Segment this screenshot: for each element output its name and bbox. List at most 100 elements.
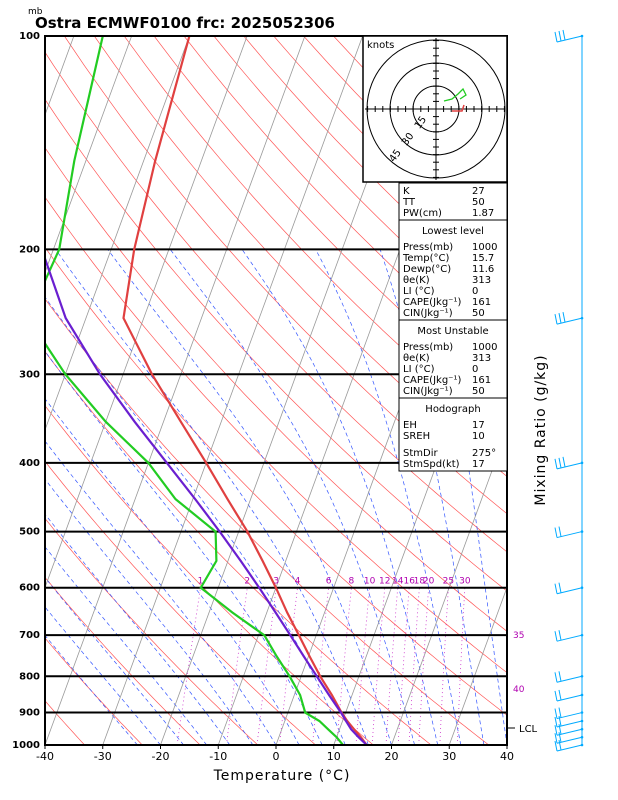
lcl-label: LCL [519,724,538,735]
x-tick-label: 30 [442,750,456,763]
pressure-tick-label: 500 [19,527,40,538]
panel-section-title: Hodograph [425,404,480,415]
index-label: LI (°C) [403,364,435,375]
isotherm [45,36,306,745]
dry-adiabat [45,98,507,592]
isotherm [391,428,507,745]
index-label: CAPE(Jkg⁻¹) [403,297,461,308]
dry-adiabat [45,351,432,745]
moist-adiabat [45,398,300,745]
x-axis-label: Temperature (°C) [213,768,351,784]
dry-adiabat [123,36,507,441]
moist-adiabat [169,249,415,745]
x-tick-label: -30 [94,750,112,763]
index-label: Press(mb) [403,242,453,253]
index-value: 313 [472,353,491,364]
storm-motion-vector [452,104,465,112]
isotherm [45,36,248,589]
index-value: 1000 [472,342,497,353]
moist-adiabat [45,440,277,745]
pressure-tick-label: 600 [19,583,40,594]
mixing-ratio-label: 12 [379,577,390,587]
x-tick-label: 20 [385,750,399,763]
panel-section-title: Most Unstable [417,326,488,337]
mixing-ratio-label: 16 [403,577,415,587]
dry-adiabat [45,51,507,553]
skewt-background-lines [45,36,507,745]
pressure-tick-label: 200 [19,244,40,255]
isotherm [102,36,364,745]
mixing-ratio-line [256,587,277,745]
temperature-line [122,36,368,745]
mixing-ratio-label: 4 [295,577,301,587]
isotherm [45,36,133,274]
wind-barb [554,582,584,595]
dry-adiabat [45,517,259,745]
mixing-ratio-label: 30 [459,577,471,587]
index-label: CIN(Jkg⁻¹) [403,308,453,319]
isotherm [45,36,190,432]
index-value: 313 [472,275,491,286]
moist-adiabat [45,350,323,745]
mixing-ratio-label: 20 [423,577,435,587]
wind-barb [554,456,584,470]
moist-adiabat [45,606,161,745]
profile-lines [45,36,368,745]
mixing-ratio-label: 18 [414,577,426,587]
pressure-tick-label: 800 [19,671,40,682]
pressure-tick-label: 1000 [12,740,40,751]
index-value: 161 [472,297,491,308]
index-value: 1000 [472,242,497,253]
pressure-tick-label: 900 [19,708,40,719]
x-tick-label: -10 [209,750,227,763]
dry-adiabat [45,460,316,745]
theta-e-label: 35 [513,631,524,641]
index-label: SREH [403,431,430,442]
index-value: 1.87 [472,208,494,219]
wind-barb [554,724,584,736]
index-value: 50 [472,197,485,208]
dry-adiabat [45,700,85,745]
panel-section-title: Lowest level [422,226,484,237]
dry-adiabat [45,196,507,674]
mixing-ratio-label: 25 [443,577,454,587]
index-value: 10 [472,431,485,442]
pressure-tick-label: 400 [19,458,40,469]
wind-barb [554,526,584,539]
pressure-tick-label: 100 [19,31,40,42]
moist-adiabat [45,296,346,745]
index-label: θe(K) [403,353,430,364]
wind-barb [554,707,584,720]
index-value: 50 [472,386,485,397]
index-label: LI (°C) [403,286,435,297]
mixing-ratio-label: 8 [349,577,355,587]
x-tick-label: 40 [500,750,514,763]
y-axis-label: Mixing Ratio (g/kg) [533,354,549,505]
index-label: Temp(°C) [402,253,450,264]
index-label: K [403,186,410,197]
mixing-ratio-label: 6 [326,577,332,587]
wind-barb [554,739,584,752]
index-value: 15.7 [472,253,494,264]
index-value: 0 [472,286,478,297]
x-tick-label: -20 [152,750,170,763]
wind-barb [554,689,584,702]
dry-adiabat [45,147,507,632]
dry-adiabat [45,576,201,745]
index-value: 0 [472,364,478,375]
index-label: θe(K) [403,275,430,286]
index-label: TT [402,197,416,208]
dewpoint-line [45,36,344,745]
index-label: StmSpd(kt) [403,459,460,470]
pressure-tick-label: 700 [19,630,40,641]
isotherm [448,586,507,745]
dry-adiabat [94,36,507,477]
indices-panel: K 27 TT 50 PW(cm) 1.87 Lowest level Press(mb) 10… [398,182,508,472]
x-tick-label: 0 [273,750,280,763]
hodograph-trace [443,87,467,102]
x-tick-label: -40 [36,750,54,763]
